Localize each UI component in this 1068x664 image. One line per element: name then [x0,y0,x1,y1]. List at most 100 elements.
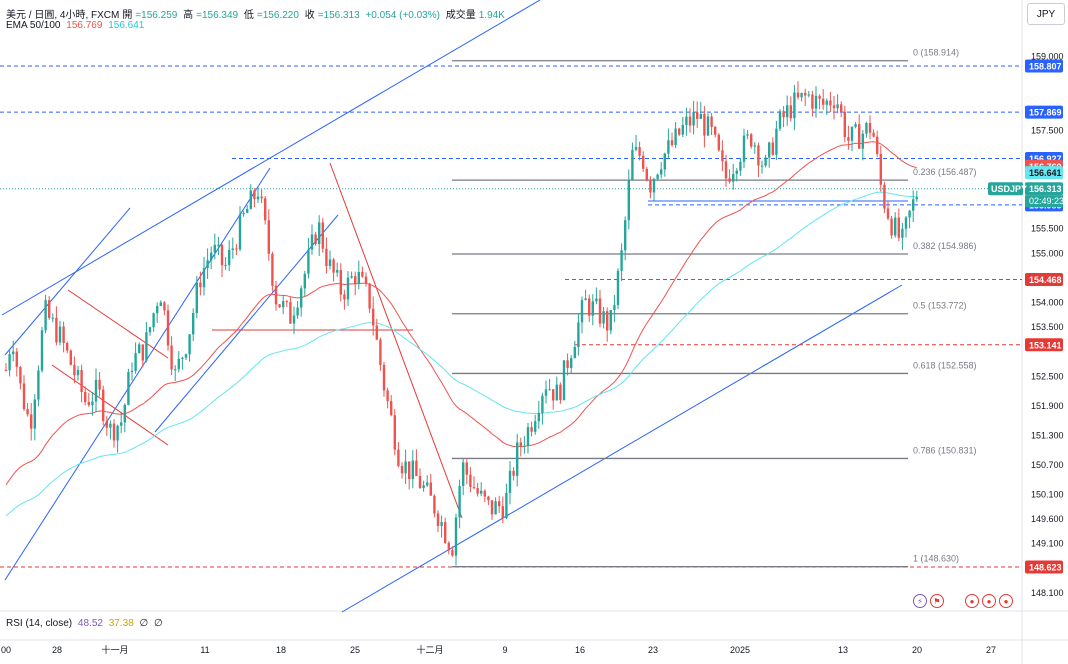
lower-support-line[interactable] [341,284,903,613]
candle-body [696,112,699,119]
rsi-value-1: 48.52 [77,618,103,629]
candle-body [523,445,526,447]
circle-icon[interactable]: ● [999,594,1013,608]
candle-body [811,94,814,109]
candle-body [296,307,299,316]
candle-body [134,353,137,371]
candle-body [260,196,263,199]
candle-body [48,300,51,318]
price-labels: 158.807157.869156.927156.769156.641156.3… [988,59,1064,574]
candle-body [386,390,389,402]
price-axis[interactable]: 159.000 157.500 155.500 155.000 154.000 153.5… [1031,52,1064,598]
candle-body [148,327,152,333]
flag-icon[interactable]: ⚑ [930,594,944,608]
candle-body [879,153,882,185]
candle-body [872,132,875,137]
lightning-icon[interactable]: ⚡ [913,594,927,608]
fib-level-label: 1 (148.630) [913,554,959,564]
candle-body [318,222,321,245]
channel-line-left[interactable] [4,207,131,356]
candle-body [735,170,738,174]
candle-body [807,94,810,96]
candle-body [213,244,216,253]
time-tick-label: 00 [1,645,11,655]
candle-body [156,306,159,314]
candle-body [498,501,501,507]
candle-body [501,506,504,519]
candle-body [598,298,602,324]
candle-body [746,134,749,136]
candle-body [814,95,818,109]
fibonacci-retracement[interactable]: 0 (158.914) 0.236 (156.487) 0.382 (154.986… [452,48,977,568]
candle-body [217,244,220,246]
candle-body [753,145,756,147]
candle-body [98,379,101,390]
candle-body [595,298,598,302]
red-downtrend-line[interactable] [329,162,463,519]
candle-body [159,302,162,307]
close-label: 收 [304,10,315,21]
candle-body [246,209,249,213]
candle-body [688,116,692,126]
price-tick-label: 155.500 [1031,224,1064,234]
upper-channel-line[interactable] [1,0,541,316]
candle-body [908,210,911,218]
flag-bottom-line[interactable] [51,364,169,446]
trendlines[interactable] [1,0,908,613]
candle-body [314,234,317,245]
fib-level-label: 0.5 (153.772) [913,301,967,311]
candle-body [166,310,170,346]
time-tick-label: 18 [276,645,286,655]
rsi-legend[interactable]: RSI (14, close) 48.52 37.38 ∅ ∅ [6,618,166,629]
candle-body [224,264,227,266]
candle-body [174,369,177,371]
candle-body [267,220,270,254]
flag-top-line[interactable] [67,289,169,359]
time-tick-label: 十二月 [416,644,443,655]
circle-icon[interactable]: ● [965,594,979,608]
candle-body [116,425,119,441]
time-tick-label: 28 [52,645,62,655]
candle-body [775,128,778,155]
candle-body [559,384,562,401]
candle-body [444,522,447,543]
channel-line-lower[interactable] [154,214,339,433]
candle-body [487,496,490,501]
candle-body [634,147,638,150]
time-tick-label: 23 [648,645,658,655]
candle-body [512,470,515,476]
time-tick-label: 16 [575,645,585,655]
candle-body [242,212,245,215]
candle-body [757,145,760,166]
candle-body [37,370,40,400]
price-tick-label: 155.000 [1031,248,1064,258]
price-label-text: 157.869 [1029,108,1062,118]
candle-body [66,343,69,351]
candle-body [750,134,753,147]
candle-body [339,270,342,295]
candle-body [602,311,605,324]
candle-body [584,298,587,301]
candle-body [508,470,512,493]
candle-body [886,208,890,219]
time-axis[interactable]: 00 28 十一月 11 18 25 十二月 9 16 23 2025 13 20 27 [1,644,996,655]
candle-body [361,272,364,277]
candle-body [80,370,83,393]
candle-body [681,125,684,135]
candle-body [912,199,915,211]
channel-line-mid[interactable] [4,167,271,581]
candle-body [843,111,846,138]
candle-body [55,317,58,343]
price-label-text: 156.313 [1029,184,1062,194]
currency-button[interactable]: JPY [1027,3,1065,25]
candle-body [476,488,479,494]
candle-body [822,98,825,105]
candle-body [894,217,897,236]
candle-body [825,100,828,105]
candle-body [627,179,630,221]
candle-body [570,358,573,368]
circle-icon[interactable]: ● [982,594,996,608]
time-tick-label: 11 [200,645,209,655]
ema-legend[interactable]: EMA 50/100 156.769 156.641 [6,20,147,31]
